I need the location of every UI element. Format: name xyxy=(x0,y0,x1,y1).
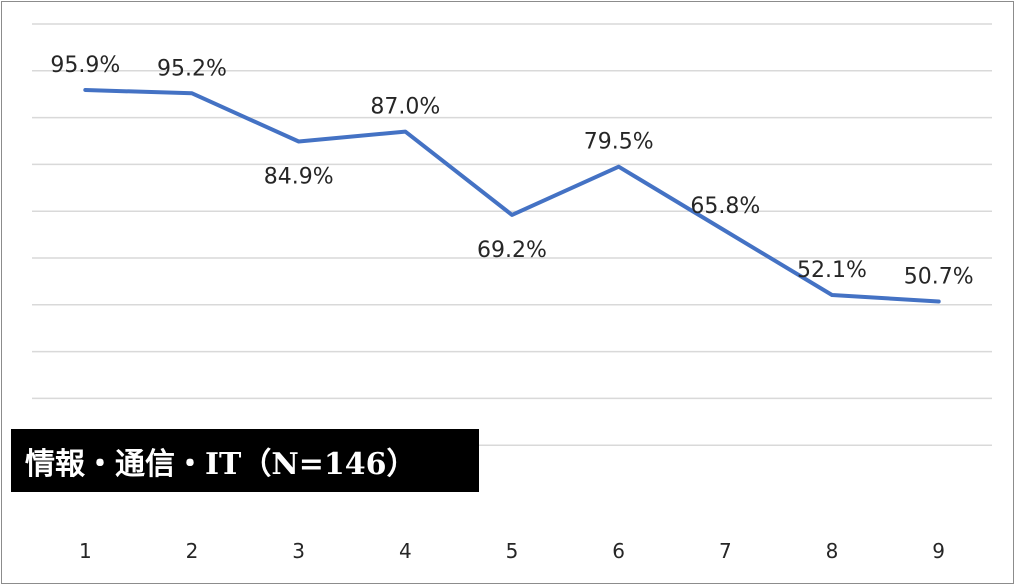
data-label-6: 79.5% xyxy=(584,130,654,155)
data-label-7: 65.8% xyxy=(690,194,760,219)
x-tick-4: 4 xyxy=(399,539,412,563)
x-tick-1: 1 xyxy=(79,539,92,563)
x-tick-7: 7 xyxy=(719,539,732,563)
data-label-2: 95.2% xyxy=(157,56,227,81)
x-tick-5: 5 xyxy=(506,539,519,563)
gridlines xyxy=(32,23,992,446)
data-label-1: 95.9% xyxy=(50,53,120,78)
segment-label-text: 情報・通信・IT（N=146） xyxy=(25,446,417,482)
data-label-8: 52.1% xyxy=(797,258,867,283)
x-tick-9: 9 xyxy=(932,539,945,563)
x-tick-2: 2 xyxy=(186,539,199,563)
data-labels: 95.9% 95.2% 84.9% 87.0% 69.2% 79.5% 65.8% 52.1%… xyxy=(50,53,973,290)
data-label-9: 50.7% xyxy=(904,265,974,290)
data-label-3: 84.9% xyxy=(264,164,334,189)
x-tick-8: 8 xyxy=(826,539,839,563)
x-axis-ticks: 1 2 3 4 5 6 7 8 9 xyxy=(79,539,945,563)
x-tick-6: 6 xyxy=(612,539,625,563)
data-label-4: 87.0% xyxy=(370,95,440,120)
data-label-5: 69.2% xyxy=(477,238,547,263)
series-line xyxy=(83,88,941,304)
segment-label-badge: 情報・通信・IT（N=146） xyxy=(11,429,479,492)
x-tick-3: 3 xyxy=(292,539,305,563)
